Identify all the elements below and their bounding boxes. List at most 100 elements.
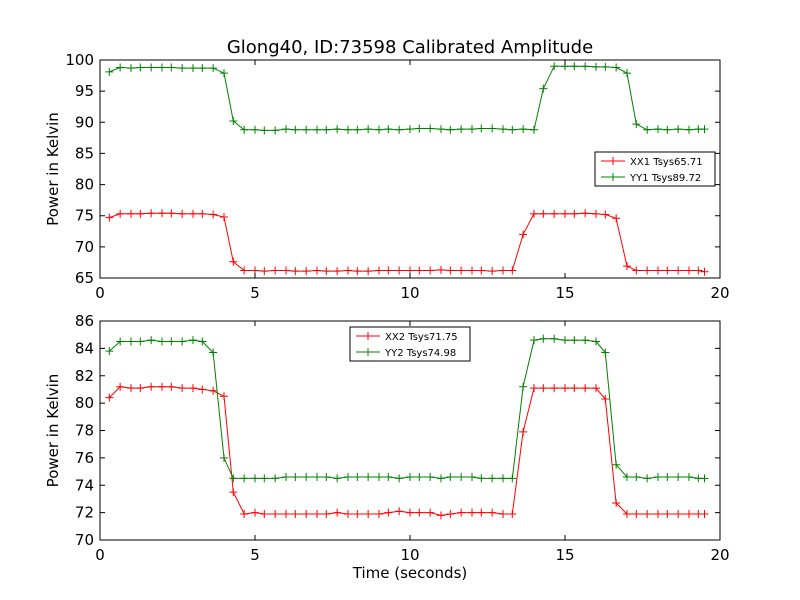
y-tick-label: 76 xyxy=(75,449,94,467)
data-point xyxy=(302,267,311,276)
data-point xyxy=(353,125,362,134)
data-point xyxy=(384,266,393,275)
data-point xyxy=(539,84,548,93)
data-point xyxy=(457,473,466,482)
data-point xyxy=(457,266,466,275)
data-point xyxy=(488,474,497,483)
data-point xyxy=(322,473,331,482)
data-point xyxy=(612,460,621,469)
data-point xyxy=(229,488,238,497)
legend-label: YY2 Tsys74.98 xyxy=(384,348,456,359)
data-point xyxy=(570,336,579,345)
legend-marker xyxy=(609,173,617,181)
data-point xyxy=(550,334,559,343)
data-point xyxy=(105,67,114,76)
data-point xyxy=(229,257,238,266)
data-point xyxy=(136,63,145,72)
y-tick-label: 82 xyxy=(75,367,94,385)
data-point xyxy=(592,337,600,346)
data-point xyxy=(663,473,672,482)
data-point xyxy=(291,473,300,482)
x-tick-label: 10 xyxy=(400,546,419,564)
data-point xyxy=(406,125,414,134)
data-point xyxy=(147,382,156,391)
data-point xyxy=(209,386,218,395)
data-point xyxy=(353,473,362,482)
data-point xyxy=(313,509,321,518)
data-point xyxy=(105,393,114,402)
x-tick-label: 15 xyxy=(555,284,574,302)
data-point xyxy=(291,509,300,518)
data-point xyxy=(426,266,435,275)
data-point xyxy=(468,473,476,482)
data-point xyxy=(384,473,393,482)
data-point xyxy=(333,267,342,276)
data-point xyxy=(437,125,445,134)
data-point xyxy=(685,509,693,518)
data-point xyxy=(313,125,321,134)
y-tick-label: 90 xyxy=(75,113,94,131)
data-point xyxy=(375,509,383,518)
data-point xyxy=(395,125,404,134)
data-point xyxy=(189,336,197,345)
y-axis-label: Power in Kelvin xyxy=(44,112,62,226)
data-point xyxy=(592,384,600,393)
data-point xyxy=(127,209,135,218)
data-point xyxy=(178,337,187,346)
data-point xyxy=(601,395,610,404)
legend-marker xyxy=(609,157,617,165)
data-point xyxy=(437,265,445,274)
data-point xyxy=(561,336,569,345)
data-point xyxy=(189,384,197,393)
data-point xyxy=(344,473,352,482)
data-point xyxy=(570,62,579,71)
data-point xyxy=(344,125,352,134)
data-point xyxy=(395,507,404,516)
data-point xyxy=(209,210,218,219)
data-point xyxy=(271,474,280,483)
data-point xyxy=(240,509,249,518)
data-point xyxy=(353,267,362,276)
data-point xyxy=(105,213,114,222)
data-point xyxy=(333,474,342,483)
data-point xyxy=(364,125,373,134)
data-point xyxy=(437,511,445,520)
data-point xyxy=(654,473,662,482)
data-point xyxy=(685,125,693,134)
x-tick-label: 15 xyxy=(555,546,574,564)
data-point xyxy=(384,125,393,134)
data-point xyxy=(570,209,579,218)
data-point xyxy=(375,266,383,275)
data-point xyxy=(700,125,709,134)
data-point xyxy=(663,509,672,518)
data-point xyxy=(446,125,455,134)
data-point xyxy=(612,63,621,72)
data-point xyxy=(127,384,135,393)
legend-marker xyxy=(364,348,372,356)
data-point xyxy=(601,210,610,219)
data-point xyxy=(229,474,238,483)
data-point xyxy=(251,474,259,483)
data-point xyxy=(550,384,559,393)
data-point xyxy=(700,267,709,276)
data-point xyxy=(209,64,218,73)
data-point xyxy=(446,473,455,482)
y-tick-label: 75 xyxy=(75,207,94,225)
data-point xyxy=(623,69,631,78)
data-point xyxy=(198,385,207,394)
x-axis-label: Time (seconds) xyxy=(352,564,468,582)
data-point xyxy=(539,209,548,218)
data-point xyxy=(663,125,672,134)
data-point xyxy=(530,384,538,393)
data-point xyxy=(158,382,166,391)
data-point xyxy=(251,125,259,134)
data-point xyxy=(519,427,528,436)
data-point xyxy=(519,382,528,391)
data-point xyxy=(344,266,352,275)
data-point xyxy=(116,63,125,72)
y-tick-label: 95 xyxy=(75,82,94,100)
data-point xyxy=(189,64,197,73)
data-point xyxy=(375,473,383,482)
data-point xyxy=(499,509,507,518)
data-point xyxy=(643,266,652,275)
